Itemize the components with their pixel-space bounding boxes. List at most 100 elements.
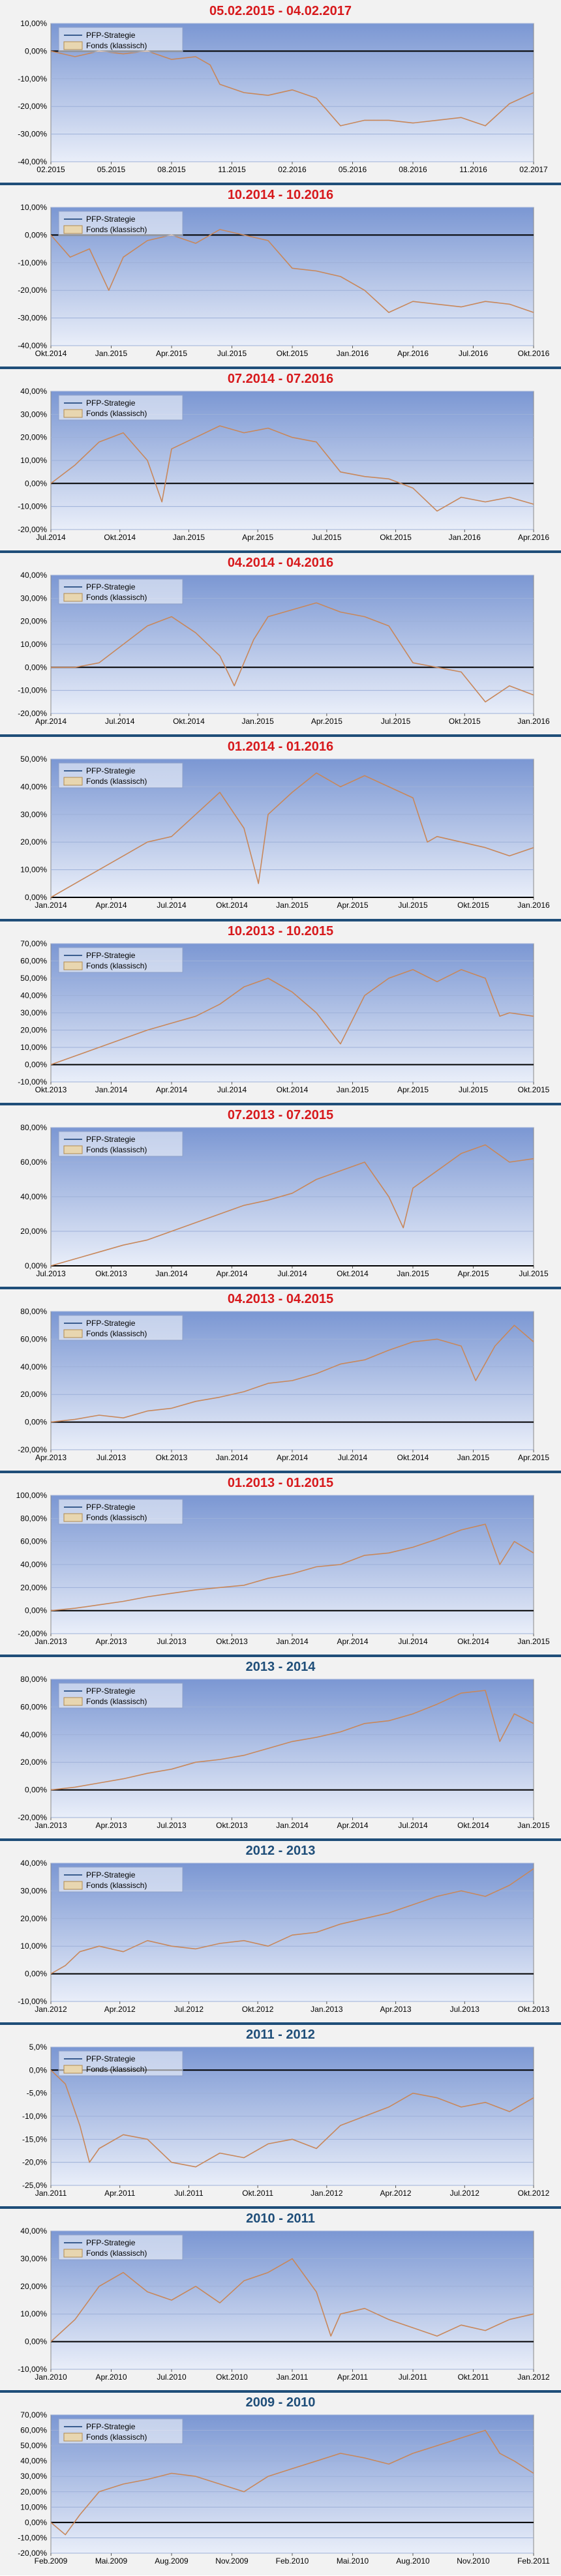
x-tick-label: Jan.2015 xyxy=(241,717,274,726)
x-tick-label: Okt.2014 xyxy=(457,1637,489,1646)
y-tick-label: -20,00% xyxy=(18,102,47,111)
y-tick-label: 0,00% xyxy=(25,230,47,239)
x-tick-label: Mai.2009 xyxy=(95,2556,128,2566)
x-tick-label: Jan.2014 xyxy=(216,1453,249,1462)
x-tick-label: Jan.2016 xyxy=(517,901,550,910)
y-tick-label: 10,00% xyxy=(20,1043,47,1052)
y-tick-label: 0,00% xyxy=(25,1606,47,1615)
x-tick-label: Okt.2014 xyxy=(35,349,67,358)
x-tick-label: Apr.2012 xyxy=(104,2005,136,2014)
y-tick-label: 100,00% xyxy=(16,1491,48,1500)
x-tick-label: Jan.2015 xyxy=(517,1821,550,1830)
chart-svg: 5,0%0,0%-5,0%-10,0%-15,0%-20,0%-25,0%Jan… xyxy=(22,2043,550,2198)
y-tick-label: 10,00% xyxy=(20,2502,47,2511)
chart-svg: 100,00% 80,00% 60,00% 40,00% 20,00% 0,00% -20,… xyxy=(16,1491,550,1646)
x-tick-label: Apr.2013 xyxy=(380,2005,412,2014)
x-tick-label: Okt.2011 xyxy=(242,2189,273,2198)
x-tick-label: Jan.2011 xyxy=(35,2189,67,2198)
y-tick-label: 40,00% xyxy=(20,571,47,580)
chart-svg: 80,00%60,00%40,00%20,00%0,00%-20,00%Apr.… xyxy=(18,1307,549,1462)
x-tick-label: Apr.2015 xyxy=(311,717,342,726)
x-tick-label: Jul.2015 xyxy=(217,349,247,358)
x-tick-label: Okt.2014 xyxy=(457,1821,489,1830)
x-tick-label: Jul.2014 xyxy=(36,533,66,542)
chart-panel: 07.2014 - 07.2016 40,00% 30,00% 20,00% 10,00… xyxy=(0,368,561,552)
y-tick-label: 20,00% xyxy=(20,617,47,626)
x-tick-label: 02.2016 xyxy=(278,165,307,174)
series-line-fonds-klassisch xyxy=(50,772,534,898)
legend-swatch xyxy=(63,1881,83,1890)
x-tick-label: Apr.2011 xyxy=(104,2189,135,2198)
panel-divider xyxy=(0,1838,561,1841)
y-tick-label: 40,00% xyxy=(20,1192,47,1201)
y-tick-label: -25,0% xyxy=(22,2181,47,2190)
legend-label: Fonds (klassisch) xyxy=(86,961,147,970)
legend-label: PFP-Strategie xyxy=(86,951,136,960)
y-tick-label: -10,00% xyxy=(18,2365,47,2374)
legend-label: PFP-Strategie xyxy=(86,1870,136,1880)
y-tick-label: -10,00% xyxy=(18,1997,47,2006)
y-tick-label: -10,00% xyxy=(18,2533,47,2542)
legend-label: Fonds (klassisch) xyxy=(86,1697,147,1706)
series-line-fonds-klassisch xyxy=(50,1690,534,1791)
panel-divider xyxy=(0,1287,561,1289)
chart-panel: 10.2014 - 10.2016 10,00% 0,00% -10,00% -20,0… xyxy=(0,184,561,368)
chart-svg: 50,00%40,00%30,00%20,00%10,00%0,00%Jan.2… xyxy=(20,755,550,910)
y-tick-label: 40,00% xyxy=(20,1730,47,1739)
chart-panel: 2012 - 2013 40,00% 30,00% 20,00% 10,00% 0,00%… xyxy=(0,1840,561,2024)
chart-panel: 04.2013 - 04.2015 80,00% 60,00% 40,00% 20,00… xyxy=(0,1288,561,1472)
legend-label: PFP-Strategie xyxy=(86,1503,136,1512)
x-tick-label: Apr.2013 xyxy=(35,1453,67,1462)
y-tick-label: 10,00% xyxy=(20,203,47,212)
x-tick-label: Okt.2013 xyxy=(518,2005,550,2014)
x-tick-label: Apr.2012 xyxy=(380,2189,412,2198)
legend-label: Fonds (klassisch) xyxy=(86,1881,147,1890)
legend-label: Fonds (klassisch) xyxy=(86,409,147,418)
chart-title: 2013 - 2014 xyxy=(245,1660,316,1674)
y-tick-label: -10,00% xyxy=(18,502,47,511)
x-tick-label: Jul.2014 xyxy=(398,1821,428,1830)
x-tick-label: Jul.2015 xyxy=(398,901,428,910)
legend-label: PFP-Strategie xyxy=(86,215,136,224)
series-line-fonds-klassisch xyxy=(50,1325,534,1423)
x-tick-label: Feb.2011 xyxy=(517,2556,550,2566)
y-tick-label: 80,00% xyxy=(20,1307,47,1316)
y-tick-label: 80,00% xyxy=(20,1123,47,1132)
y-tick-label: -30,00% xyxy=(18,130,47,139)
chart-svg: 40,00%30,00%20,00%10,00%0,00%-10,00%Jan.… xyxy=(18,2226,550,2382)
x-tick-label: Apr.2016 xyxy=(397,349,429,358)
y-tick-label: 20,00% xyxy=(20,1583,47,1592)
x-tick-label: Jul.2012 xyxy=(174,2005,204,2014)
x-tick-label: Jul.2013 xyxy=(36,1269,66,1278)
legend-label: Fonds (klassisch) xyxy=(86,2433,147,2442)
y-tick-label: -10,00% xyxy=(18,74,47,83)
x-tick-label: Apr.2014 xyxy=(277,1453,308,1462)
x-tick-label: Jan.2014 xyxy=(35,901,67,910)
y-tick-label: 30,00% xyxy=(20,2254,47,2263)
panel-divider xyxy=(0,2390,561,2393)
x-tick-label: Okt.2013 xyxy=(156,1453,188,1462)
panel-divider xyxy=(0,183,561,185)
y-tick-label: 60,00% xyxy=(20,1334,47,1343)
series-line-fonds-klassisch xyxy=(50,2258,534,2343)
y-tick-label: -10,00% xyxy=(18,686,47,695)
x-tick-label: Okt.2015 xyxy=(277,349,309,358)
y-tick-label: 10,00% xyxy=(20,865,47,875)
y-tick-label: 40,00% xyxy=(20,2226,47,2236)
x-tick-label: Okt.2014 xyxy=(173,717,205,726)
x-tick-label: Jan.2015 xyxy=(276,901,309,910)
panel-divider xyxy=(0,367,561,369)
x-tick-label: Jan.2015 xyxy=(457,1453,490,1462)
y-tick-label: 30,00% xyxy=(20,1886,47,1895)
legend-swatch xyxy=(63,41,83,50)
panel-divider xyxy=(0,550,561,553)
y-tick-label: 80,00% xyxy=(20,1514,47,1523)
y-tick-label: -15,0% xyxy=(22,2134,47,2144)
x-tick-label: Apr.2014 xyxy=(156,1085,187,1094)
x-tick-label: Apr.2015 xyxy=(337,901,368,910)
x-tick-label: Jul.2015 xyxy=(312,533,342,542)
